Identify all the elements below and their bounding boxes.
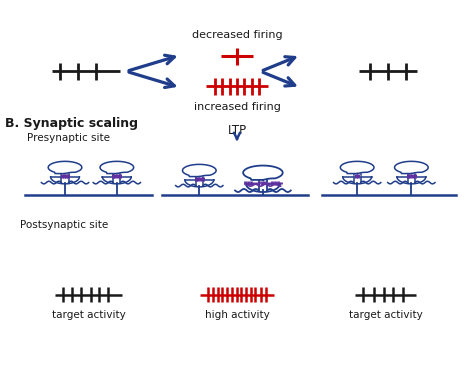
Text: Postsynaptic site: Postsynaptic site <box>20 219 109 229</box>
Text: decreased firing: decreased firing <box>191 30 283 40</box>
Text: increased firing: increased firing <box>193 102 281 112</box>
Text: high activity: high activity <box>205 309 269 320</box>
Text: Presynaptic site: Presynaptic site <box>27 133 110 143</box>
Text: B. Synaptic scaling: B. Synaptic scaling <box>5 117 138 130</box>
Text: target activity: target activity <box>348 309 422 320</box>
Text: target activity: target activity <box>52 309 126 320</box>
Text: LTP: LTP <box>228 124 246 137</box>
